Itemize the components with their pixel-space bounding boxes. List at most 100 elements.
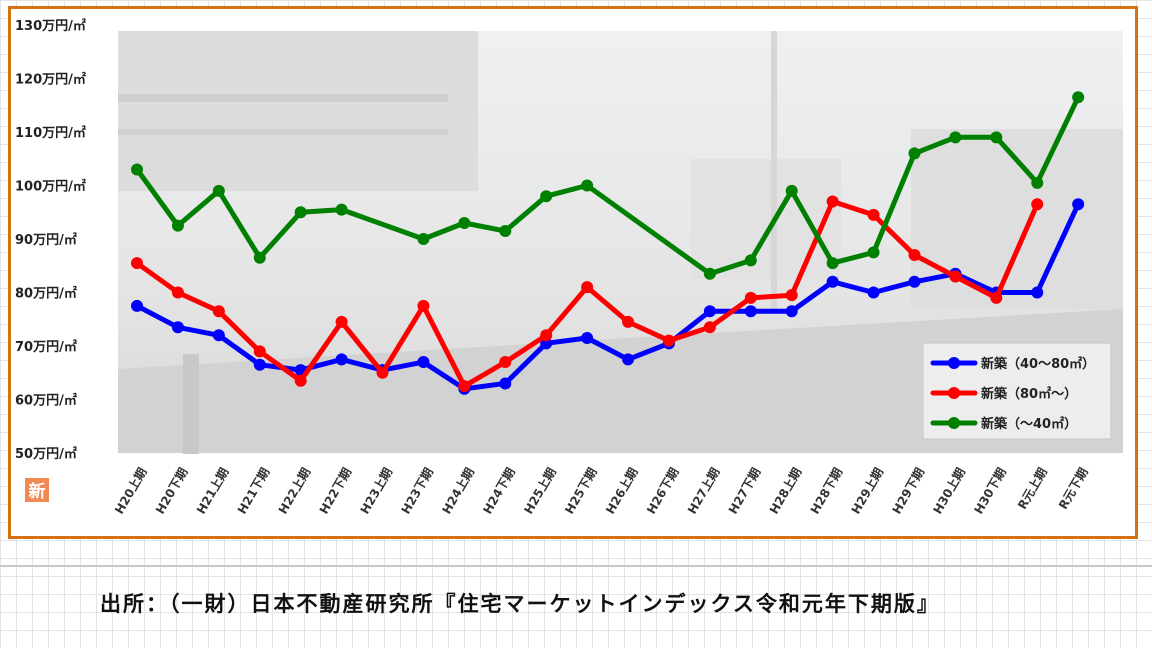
data-point: [581, 331, 594, 344]
x-tick-label: H27下期: [725, 465, 763, 516]
x-tick-label: R元上期: [1014, 465, 1050, 512]
x-tick-label: H21下期: [234, 465, 272, 516]
line-chart: 50万円/㎡ 60万円/㎡ 70万円/㎡ 80万円/㎡ 90万円/㎡ 100万円/㎡ 110…: [15, 18, 1123, 516]
data-point: [785, 305, 798, 318]
legend-item: 新築（80㎡～）: [930, 386, 1077, 402]
data-point: [826, 195, 839, 208]
x-tick-label: H24上期: [439, 465, 477, 516]
y-tick-label: 80万円/㎡: [15, 286, 77, 302]
data-point: [499, 224, 512, 237]
source-caption: 出所：（一財）日本不動産研究所『住宅マーケットインデックス令和元年下期版』: [100, 592, 940, 616]
data-point: [171, 219, 184, 232]
data-point: [908, 249, 921, 262]
x-tick-label: H23下期: [398, 465, 436, 516]
data-point: [703, 267, 716, 280]
data-point: [826, 257, 839, 270]
data-point: [171, 321, 184, 334]
data-point: [253, 251, 266, 264]
x-tick-label: H30下期: [971, 465, 1009, 516]
data-point: [744, 291, 757, 304]
data-point: [335, 315, 348, 328]
data-point: [458, 216, 471, 229]
y-tick-label: 60万円/㎡: [15, 393, 77, 409]
x-tick-label: H23上期: [357, 465, 395, 516]
data-point: [212, 329, 225, 342]
data-point: [376, 366, 389, 379]
y-tick-label: 130万円/㎡: [15, 18, 86, 34]
data-point: [171, 286, 184, 299]
data-point: [744, 305, 757, 318]
data-point: [1031, 176, 1044, 189]
y-tick-label: 90万円/㎡: [15, 232, 77, 248]
x-tick-label: H22下期: [316, 465, 354, 516]
x-tick-label: H29上期: [848, 465, 886, 516]
data-point: [785, 289, 798, 302]
series-2: [131, 195, 1044, 393]
legend-label: 新築（80㎡～）: [981, 386, 1077, 402]
data-point: [581, 281, 594, 294]
x-tick-label: H24下期: [480, 465, 518, 516]
x-tick-label: H28上期: [766, 465, 804, 516]
data-point: [212, 184, 225, 197]
data-point: [908, 275, 921, 288]
data-point: [131, 163, 143, 176]
data-point: [622, 315, 635, 328]
data-point: [703, 321, 716, 334]
data-point: [253, 358, 266, 371]
data-point: [703, 305, 716, 318]
data-point: [417, 299, 430, 312]
x-tick-label: H26上期: [602, 465, 640, 516]
x-tick-label: H30上期: [930, 465, 968, 516]
x-tick-label: H20下期: [152, 465, 190, 516]
x-tick-label: R元下期: [1055, 465, 1091, 512]
data-point: [294, 374, 307, 387]
legend: 新築（40～80㎡） 新築（80㎡～） 新築（～40㎡）: [922, 342, 1112, 440]
data-point: [867, 208, 880, 221]
badge-text: 新: [29, 481, 46, 502]
badge: 新: [25, 478, 49, 502]
data-point: [949, 131, 962, 144]
data-point: [622, 353, 635, 366]
y-tick-label: 50万円/㎡: [15, 446, 77, 462]
data-point: [949, 270, 962, 283]
x-tick-label: H26下期: [643, 465, 681, 516]
x-tick-label: H22上期: [275, 465, 313, 516]
x-tick-label: H28下期: [807, 465, 845, 516]
data-point: [212, 305, 225, 318]
legend-item: 新築（～40㎡）: [930, 416, 1077, 432]
data-point: [131, 299, 143, 312]
data-point: [990, 131, 1003, 144]
data-point: [458, 380, 471, 393]
y-tick-label: 120万円/㎡: [15, 72, 86, 88]
y-tick-label: 70万円/㎡: [15, 339, 77, 355]
data-point: [990, 291, 1003, 304]
data-point: [1072, 91, 1085, 104]
data-point: [499, 356, 512, 369]
x-tick-label: H27上期: [684, 465, 722, 516]
x-tick-label: H25上期: [520, 465, 558, 516]
data-point: [499, 377, 512, 390]
series-3: [131, 91, 1085, 280]
x-tick-label: H25下期: [561, 465, 599, 516]
data-point: [253, 345, 266, 358]
x-tick-label: H20上期: [111, 465, 149, 516]
legend-item: 新築（40～80㎡）: [930, 356, 1095, 372]
data-point: [1031, 286, 1044, 299]
legend-label: 新築（～40㎡）: [981, 416, 1077, 432]
data-point: [826, 275, 839, 288]
series-line: [134, 201, 1081, 392]
data-point: [581, 179, 594, 192]
data-point: [540, 329, 553, 342]
background-photo: [118, 31, 1123, 454]
data-point: [1072, 198, 1085, 211]
legend-label: 新築（40～80㎡）: [981, 356, 1095, 372]
data-point: [540, 190, 553, 203]
y-tick-label: 100万円/㎡: [15, 179, 86, 195]
data-point: [1031, 198, 1044, 211]
data-point: [744, 254, 757, 267]
x-tick-label: H29下期: [889, 465, 927, 516]
data-point: [294, 206, 307, 219]
data-point: [417, 233, 430, 245]
y-tick-label: 110万円/㎡: [15, 125, 86, 141]
data-point: [867, 286, 880, 299]
